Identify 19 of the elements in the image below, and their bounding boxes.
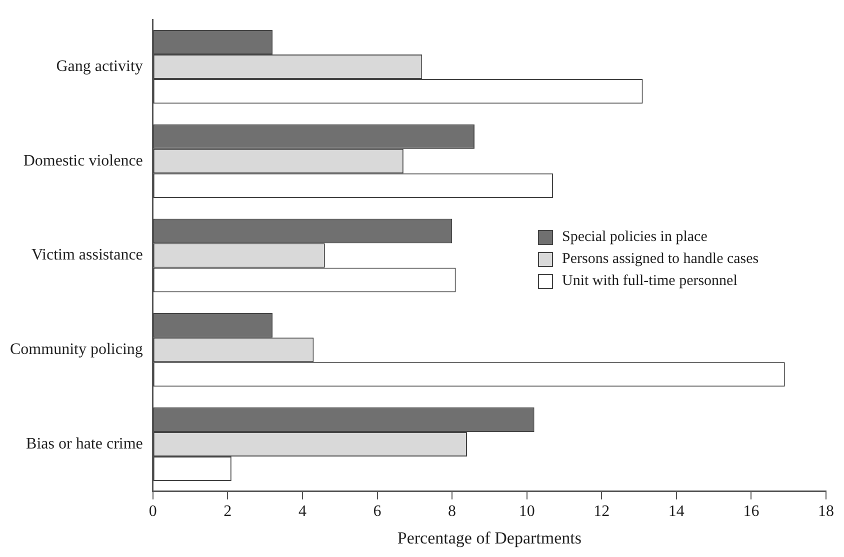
y-tick-label: Gang activity [56, 58, 143, 75]
x-tick-label: 10 [518, 503, 535, 520]
y-tick-label: Victim assistance [31, 246, 143, 264]
y-tick-label: Bias or hate crime [26, 435, 143, 452]
text: Unit with full-time personnel [562, 272, 738, 290]
x-tick-label: 14 [668, 503, 684, 520]
x-tick-label: 2 [224, 503, 232, 520]
x-tick-label: 12 [594, 503, 610, 520]
y-tick-label: Community policing [10, 341, 143, 358]
x-tick-label: 6 [373, 503, 382, 520]
legend-label: Special policies in place [562, 228, 708, 246]
x-tick-label: 18 [818, 503, 834, 520]
x-tick-label: 8 [448, 503, 456, 520]
legend-label: Persons assigned to handle cases [562, 250, 759, 268]
x-axis-title: Percentage of Departments [397, 528, 582, 548]
x-tick-label: 0 [148, 503, 157, 520]
x-tick-label: 4 [298, 503, 306, 520]
x-tick-label: 16 [743, 503, 760, 520]
y-tick-label: Domestic violence [23, 152, 143, 170]
